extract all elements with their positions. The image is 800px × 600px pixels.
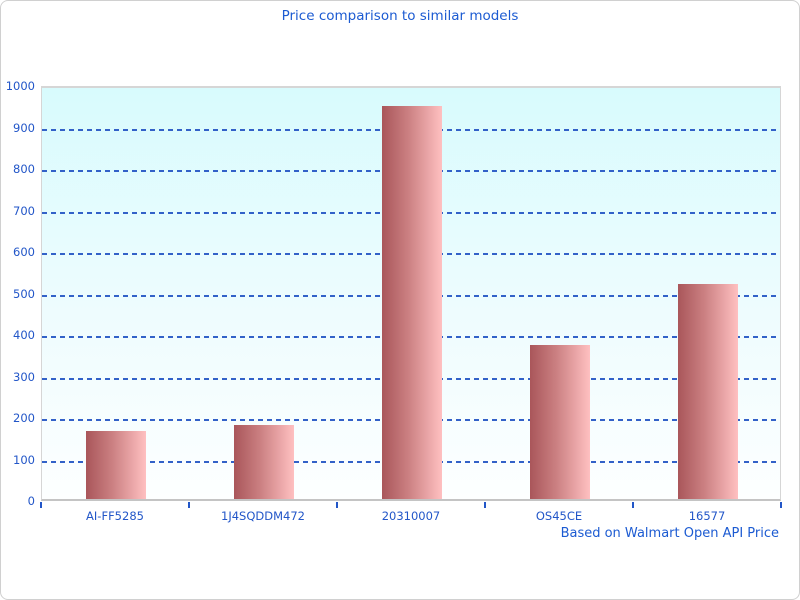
x-axis-tick xyxy=(188,502,190,508)
bar-16577 xyxy=(678,284,738,499)
y-axis-tick-label: 400 xyxy=(13,328,35,342)
x-axis-tick xyxy=(632,502,634,508)
y-axis-tick-label: 100 xyxy=(13,452,35,467)
y-axis-tick-label: 1000 xyxy=(5,79,35,93)
chart-footer: Based on Walmart Open API Price xyxy=(560,526,779,541)
y-axis-tick-label: 0 xyxy=(27,494,35,508)
y-axis-tick-label: 500 xyxy=(13,286,35,301)
x-axis-label-AI-FF5285: AI-FF5285 xyxy=(86,509,144,523)
bar-20310007 xyxy=(382,105,442,499)
x-axis-label-20310007: 20310007 xyxy=(381,509,441,523)
x-axis-tick xyxy=(484,502,486,508)
y-axis-tick-label: 900 xyxy=(13,120,35,135)
y-axis-tick-label: 600 xyxy=(13,245,35,259)
x-axis-label-1J4SQDDM472: 1J4SQDDM472 xyxy=(221,509,305,523)
bar-AI-FF5285 xyxy=(86,430,146,499)
x-axis-label-16577: 16577 xyxy=(688,509,726,523)
bar-1J4SQDDM472 xyxy=(234,425,294,499)
y-axis-tick-label: 200 xyxy=(13,411,35,425)
bar-OS45CE xyxy=(530,345,590,499)
chart-title: Price comparison to similar models xyxy=(281,8,519,24)
x-axis-label-OS45CE: OS45CE xyxy=(535,509,583,523)
plot-area xyxy=(41,86,781,501)
y-axis-tick-label: 700 xyxy=(13,203,35,218)
x-axis-tick xyxy=(780,502,782,508)
y-axis-tick-label: 800 xyxy=(13,162,35,176)
x-axis-tick xyxy=(40,502,42,508)
y-axis-tick-label: 300 xyxy=(13,369,35,384)
x-axis-tick xyxy=(336,502,338,508)
